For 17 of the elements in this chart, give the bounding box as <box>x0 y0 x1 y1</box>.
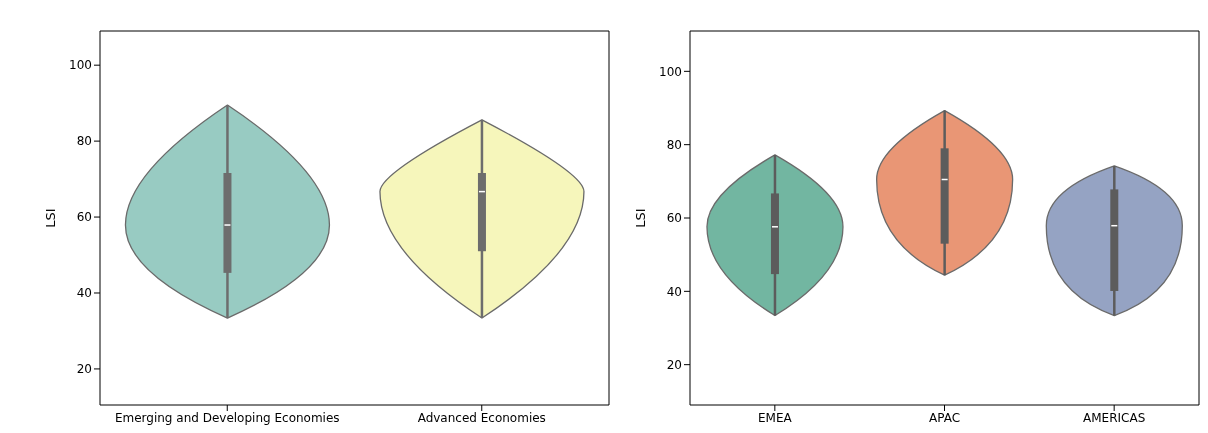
y-tick-label: 40 <box>666 284 682 299</box>
y-tick-label: 40 <box>76 286 92 301</box>
x-tick-label: APAC <box>928 410 961 425</box>
x-tick-label: Advanced Economies <box>417 410 546 425</box>
y-tick-label: 80 <box>666 137 682 152</box>
y-tick-label: 60 <box>76 210 92 225</box>
x-tick-label: AMERICAS <box>1083 410 1146 425</box>
x-tick-label: Emerging and Developing Economies <box>114 410 340 425</box>
y-tick-label: 100 <box>659 64 682 79</box>
y-axis-title: LSI <box>42 208 58 228</box>
y-tick-label: 60 <box>666 211 682 226</box>
y-axis-title: LSI <box>632 208 648 228</box>
y-tick-label: 20 <box>76 362 92 377</box>
x-tick-label: EMEA <box>757 410 793 425</box>
y-tick-label: 100 <box>69 58 92 73</box>
y-tick-label: 80 <box>76 134 92 149</box>
y-tick-label: 20 <box>666 357 682 372</box>
